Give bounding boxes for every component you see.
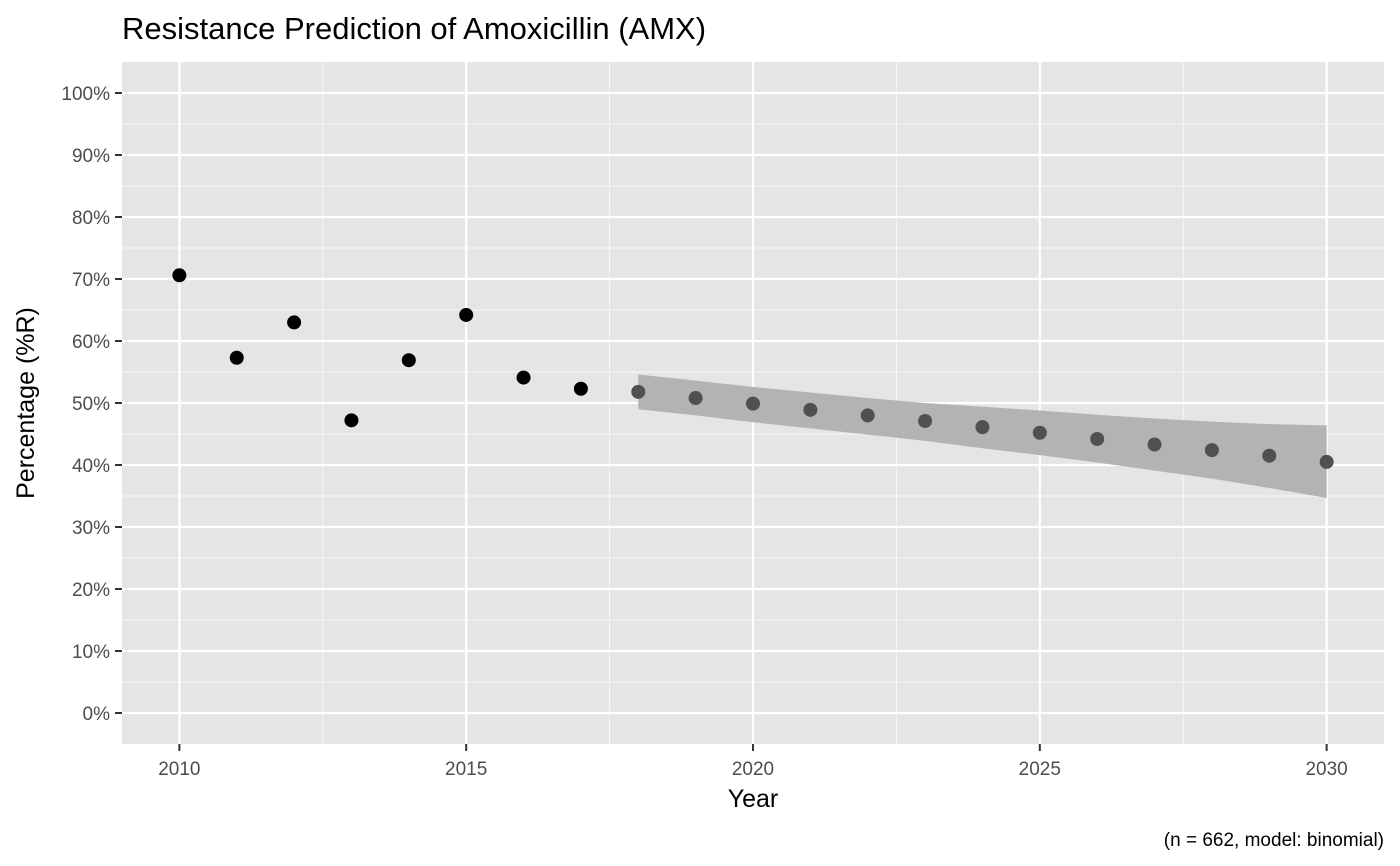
y-tick-label: 90% (72, 146, 110, 167)
predicted-point (803, 402, 818, 417)
predicted-point (860, 408, 875, 423)
predicted-point (975, 420, 990, 435)
predicted-point (1319, 454, 1334, 469)
predicted-point (1147, 437, 1162, 452)
x-tick-label: 2010 (158, 759, 200, 780)
y-axis-title: Percentage (%R) (12, 307, 40, 499)
observed-point (573, 381, 588, 396)
y-tick-label: 20% (72, 580, 110, 601)
y-tick-label: 70% (72, 270, 110, 291)
x-tick-label: 2015 (445, 759, 487, 780)
x-tick-label: 2025 (1019, 759, 1061, 780)
chart-title: Resistance Prediction of Amoxicillin (AM… (122, 11, 706, 46)
predicted-point (1032, 425, 1047, 440)
y-axis: 0% 10% 20% 30% 40% 50% 60% 70% 80% 90% 100% (61, 84, 122, 725)
x-axis-title: Year (728, 785, 779, 813)
predicted-point (1090, 431, 1105, 446)
data-points (172, 268, 1334, 469)
predicted-point (746, 396, 760, 411)
observed-point (172, 268, 187, 283)
observed-point (401, 353, 416, 368)
predicted-point (688, 391, 703, 406)
y-tick-label: 80% (72, 208, 110, 229)
x-tick-label: 2020 (732, 759, 774, 780)
observed-point (516, 370, 531, 385)
predicted-point (631, 384, 646, 399)
y-tick-label: 10% (72, 642, 110, 663)
y-tick-label: 30% (72, 518, 110, 539)
y-tick-label: 0% (83, 704, 111, 725)
x-axis: 2010 2015 2020 2025 2030 (158, 744, 1348, 780)
predicted-point (1262, 448, 1277, 463)
y-tick-label: 40% (72, 456, 110, 477)
predicted-point (1204, 443, 1219, 458)
predicted-point (918, 413, 933, 428)
y-tick-label: 50% (72, 394, 110, 415)
chart-caption: (n = 662, model: binomial) (1164, 830, 1384, 851)
observed-point (459, 307, 474, 322)
observed-point (229, 350, 244, 365)
y-tick-label: 60% (72, 332, 110, 353)
observed-point (287, 315, 302, 330)
x-tick-label: 2030 (1305, 759, 1347, 780)
y-tick-label: 100% (61, 84, 110, 105)
observed-point (344, 413, 359, 428)
